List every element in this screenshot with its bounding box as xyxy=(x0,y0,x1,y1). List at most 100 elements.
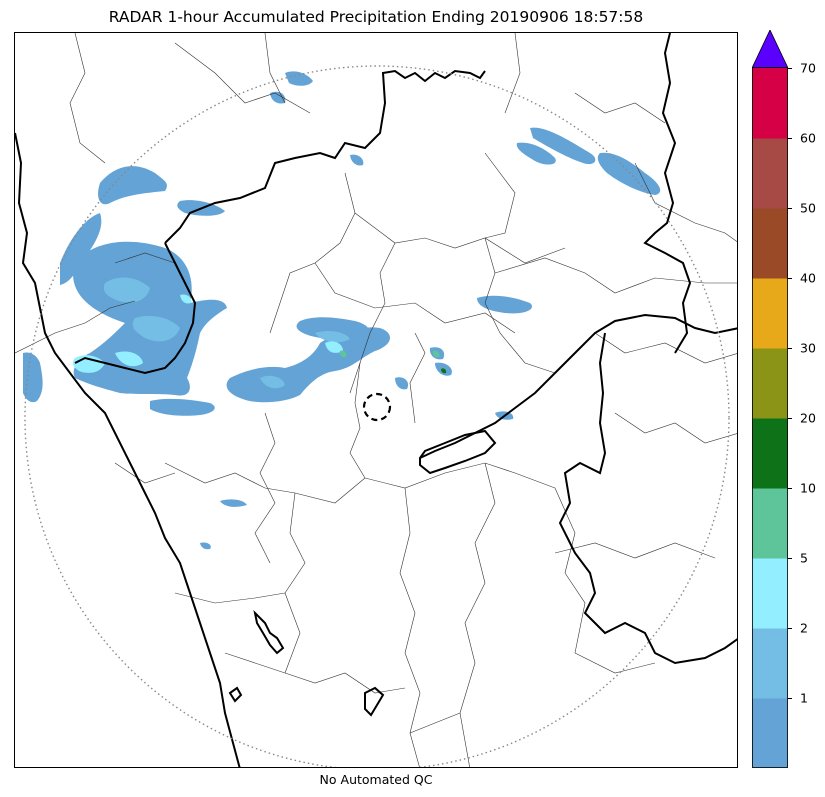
echo-north-3 xyxy=(270,91,286,104)
radar-map[interactable] xyxy=(14,32,738,768)
echo-north-1 xyxy=(285,71,313,86)
district-line xyxy=(294,477,366,504)
echo-light-core-3 xyxy=(260,375,285,389)
colorbar-tick-label: 1 xyxy=(800,690,808,706)
range-ring xyxy=(24,65,730,767)
colorbar-bin xyxy=(752,698,788,768)
state-border-northwest xyxy=(74,242,197,375)
colorbar-tick-mark xyxy=(788,628,792,629)
colorbar-bin xyxy=(752,348,788,419)
colorbar-bin xyxy=(752,418,788,489)
colorbar-bin xyxy=(752,208,788,279)
state-border-west-coast xyxy=(15,132,241,767)
colorbar-tick-mark xyxy=(788,348,792,349)
radar-map-svg xyxy=(15,33,737,767)
echo-light-core-2 xyxy=(132,315,180,342)
colorbar xyxy=(752,30,788,768)
colorbar-tick-label: 70 xyxy=(800,60,816,76)
district-line xyxy=(114,462,176,484)
echo-cyan-3 xyxy=(325,341,343,353)
district-line xyxy=(254,412,276,564)
district-line xyxy=(314,262,516,334)
echo-light-core-4 xyxy=(315,331,350,343)
colorbar-bin xyxy=(752,138,788,209)
colorbar-bin xyxy=(752,558,788,629)
colorbar-tick-mark xyxy=(788,698,792,699)
echo-cyan-4 xyxy=(180,294,192,304)
echo-central-band xyxy=(226,327,391,403)
district-boundaries xyxy=(15,33,737,767)
state-border-small-3 xyxy=(228,686,243,703)
colorbar-tick-mark xyxy=(788,278,792,279)
district-line xyxy=(69,33,106,164)
district-line xyxy=(574,92,666,124)
state-border-small-2 xyxy=(364,686,385,717)
district-line xyxy=(554,542,716,559)
state-border-east xyxy=(643,33,692,354)
echo-northwest-band xyxy=(98,166,167,205)
district-line xyxy=(459,462,496,767)
colorbar-tick-mark xyxy=(788,138,792,139)
colorbar-tick-label: 10 xyxy=(800,480,816,496)
echo-east-1 xyxy=(477,295,533,314)
district-line xyxy=(174,592,286,604)
colorbar-tick-label: 2 xyxy=(800,620,808,636)
district-line xyxy=(409,712,461,734)
colorbar-tick-label: 30 xyxy=(800,340,816,356)
district-line xyxy=(364,462,556,489)
echo-light-core-1 xyxy=(103,277,150,303)
echo-small-4 xyxy=(395,377,409,390)
state-border-lake xyxy=(419,429,497,475)
echo-northeast-3 xyxy=(516,142,556,165)
district-line xyxy=(164,462,296,494)
colorbar-tick-label: 60 xyxy=(800,130,816,146)
echo-small-1 xyxy=(220,499,247,507)
district-line xyxy=(399,487,421,767)
district-line xyxy=(594,332,737,364)
district-line xyxy=(349,242,396,394)
echo-northeast-2 xyxy=(597,152,661,195)
district-line xyxy=(284,492,306,674)
echo-small-2 xyxy=(200,542,211,550)
district-line xyxy=(484,237,556,374)
district-line xyxy=(554,487,586,654)
qc-footer: No Automated QC xyxy=(319,772,433,787)
district-line xyxy=(354,212,566,264)
echo-darkgreen-1 xyxy=(441,368,447,374)
echo-north-2 xyxy=(350,154,364,166)
colorbar-tick-label: 40 xyxy=(800,270,816,286)
district-line xyxy=(504,33,521,114)
colorbar-bin xyxy=(752,488,788,559)
radar-site-marker xyxy=(362,392,392,422)
district-line xyxy=(409,332,426,424)
colorbar-tick-mark xyxy=(788,488,792,489)
state-border-north xyxy=(164,69,486,244)
district-line xyxy=(114,252,176,264)
colorbar-bin xyxy=(752,68,788,139)
district-line xyxy=(634,162,737,242)
colorbar-bin xyxy=(752,628,788,699)
district-line xyxy=(174,42,311,114)
colorbar-bin xyxy=(752,278,788,349)
district-line xyxy=(614,412,737,444)
colorbar-tick-mark xyxy=(788,208,792,209)
colorbar-frame xyxy=(752,67,788,768)
state-border-southeast xyxy=(419,313,737,459)
district-line xyxy=(15,300,136,354)
district-line xyxy=(574,652,656,674)
echo-northeast-1 xyxy=(530,127,596,165)
echo-central-north xyxy=(296,317,370,340)
echo-southwest xyxy=(150,398,215,416)
echo-west-arc xyxy=(60,213,102,285)
district-line xyxy=(269,172,356,334)
district-line xyxy=(264,33,286,104)
colorbar-tick-label: 50 xyxy=(800,200,816,216)
colorbar-tick-mark xyxy=(788,68,792,69)
map-title: RADAR 1-hour Accumulated Precipitation E… xyxy=(108,8,644,26)
district-line xyxy=(224,652,406,694)
colorbar-tick-mark xyxy=(788,558,792,559)
precipitation-echoes xyxy=(23,71,661,550)
echo-green-1 xyxy=(339,350,347,358)
echo-west-edge xyxy=(23,352,43,403)
colorbar-tick-mark xyxy=(788,418,792,419)
